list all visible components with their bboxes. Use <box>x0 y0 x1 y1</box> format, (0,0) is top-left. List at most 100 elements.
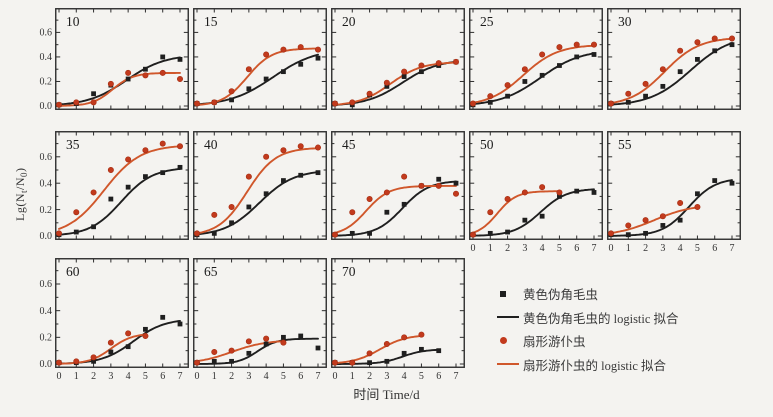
subplot-40-plot: 40 <box>193 131 327 240</box>
orange-logistic-fit-line <box>334 184 457 234</box>
y-axis-title: Lg(Nt/N0) <box>13 146 29 242</box>
orange-circle-marker <box>401 334 408 341</box>
legend-label: 黄色伪角毛虫 <box>523 288 599 303</box>
y-tick-label: 0.4 <box>40 52 53 63</box>
orange-logistic-fit-line <box>58 333 147 365</box>
black-square-marker <box>125 76 131 82</box>
black-square-marker <box>177 164 183 170</box>
orange-circle-marker <box>607 100 615 107</box>
x-tick-label: 1 <box>212 371 217 382</box>
black-square-marker <box>453 180 459 186</box>
orange-circle-marker <box>315 144 322 151</box>
y-tick-label: 0.2 <box>40 77 53 88</box>
orange-logistic-fit-line <box>334 334 423 364</box>
legend-item: 扇形游仆虫 <box>497 329 679 353</box>
x-tick-label: 3 <box>246 371 251 382</box>
orange-circle-marker <box>418 331 425 338</box>
y-axis-title-sub-0: 0 <box>19 171 30 177</box>
orange-circle-marker <box>315 46 322 53</box>
subplot-label: 30 <box>618 14 632 29</box>
subplot-25-plot: 25 <box>469 8 603 110</box>
black-square-marker <box>298 61 304 67</box>
orange-circle-marker <box>73 209 80 216</box>
black-square-marker <box>263 76 269 82</box>
black-square-marker <box>436 176 442 182</box>
orange-circle-marker <box>659 213 666 220</box>
black-square-marker <box>401 201 407 207</box>
orange-circle-marker <box>539 51 546 58</box>
legend-item: 黄色伪角毛虫的 logistic 拟合 <box>497 306 679 330</box>
subplot-65-plot: 0 1 2 3 4 5 6 7 65 <box>193 258 327 382</box>
orange-line-icon <box>497 363 519 366</box>
subplot-35-plot: 0.0 0.2 0.4 0.6 35 <box>40 131 189 242</box>
y-axis-title-text: Lg(N <box>12 192 27 221</box>
orange-circle-marker <box>677 47 684 54</box>
orange-circle-marker <box>504 82 511 89</box>
black-logistic-fit-line <box>610 42 733 106</box>
black-square-marker <box>419 346 424 352</box>
x-tick-label: 2 <box>643 243 648 254</box>
orange-circle-marker <box>349 359 356 366</box>
black-logistic-fit-line <box>196 337 319 365</box>
orange-circle-marker <box>211 211 218 218</box>
subplot-label: 20 <box>342 14 356 29</box>
legend-label: 扇形游仆虫的 logistic 拟合 <box>523 358 667 373</box>
black-square-marker <box>591 52 597 57</box>
subplot-label: 60 <box>66 264 80 279</box>
black-square-marker <box>505 229 510 235</box>
orange-circle-marker <box>556 44 563 51</box>
orange-circle-marker <box>90 189 97 196</box>
subplot-30: 30 <box>607 8 741 110</box>
black-square-marker <box>677 217 683 223</box>
x-tick-label: 3 <box>108 371 113 382</box>
black-square-marker <box>660 83 666 89</box>
y-tick-label: 0.6 <box>40 279 53 290</box>
legend: 黄色伪角毛虫黄色伪角毛虫的 logistic 拟合 扇形游仆虫扇形游仆虫的 log… <box>497 282 679 376</box>
black-square-marker <box>505 93 510 99</box>
orange-circle-marker <box>349 99 356 106</box>
orange-logistic-fit-line <box>196 340 285 363</box>
orange-circle-marker <box>125 156 132 163</box>
orange-circle-marker <box>401 68 408 75</box>
black-square-marker <box>108 349 114 355</box>
black-square-icon <box>500 290 506 297</box>
subplot-35: 0.0 0.2 0.4 0.6 35 <box>40 131 189 242</box>
black-square-marker <box>160 170 166 176</box>
subplot-70-plot: 0 1 2 3 4 5 6 7 70 <box>331 258 465 382</box>
x-tick-label: 7 <box>592 243 597 254</box>
black-square-marker <box>298 333 304 339</box>
orange-circle-marker <box>383 341 390 348</box>
x-tick-label: 4 <box>402 371 407 382</box>
orange-circle-marker <box>349 209 356 216</box>
orange-circle-marker <box>228 203 235 210</box>
orange-circle-marker <box>142 147 149 154</box>
black-logistic-fit-line <box>334 60 457 106</box>
black-square-marker <box>263 341 269 347</box>
x-tick-label: 6 <box>712 243 717 254</box>
subplot-55: 0 1 2 3 4 5 6 7 55 <box>607 131 741 254</box>
orange-circle-marker <box>159 69 166 76</box>
black-square-marker <box>660 223 666 228</box>
black-square-marker <box>712 178 718 183</box>
orange-circle-marker <box>125 330 132 337</box>
orange-circle-marker <box>263 335 270 342</box>
orange-circle-marker <box>73 358 80 365</box>
orange-circle-marker <box>625 222 632 229</box>
black-square-marker <box>574 54 580 60</box>
subplot-label: 50 <box>480 137 494 152</box>
black-square-marker <box>677 69 683 75</box>
subplot-50-plot: 0 1 2 3 4 5 6 7 50 <box>469 131 603 254</box>
subplot-15-plot: 15 <box>193 8 327 110</box>
subplot-25: 25 <box>469 8 603 110</box>
black-square-marker <box>574 188 580 194</box>
orange-circle-marker <box>193 359 201 366</box>
orange-circle-marker <box>142 333 149 340</box>
orange-circle-marker <box>297 143 304 150</box>
black-square-marker <box>143 66 148 72</box>
black-square-marker <box>143 174 148 179</box>
subplot-50: 0 1 2 3 4 5 6 7 50 <box>469 131 603 254</box>
subplot-65: 0 1 2 3 4 5 6 7 65 <box>193 258 327 382</box>
black-square-marker <box>298 172 304 178</box>
black-square-marker <box>73 229 79 235</box>
